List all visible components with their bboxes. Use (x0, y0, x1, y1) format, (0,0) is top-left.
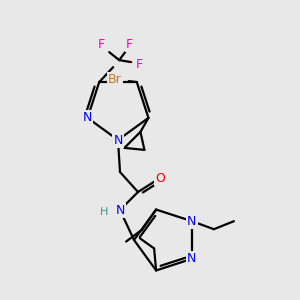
Text: N: N (83, 111, 92, 124)
Text: N: N (187, 252, 196, 265)
Text: N: N (115, 203, 125, 217)
Text: N: N (187, 215, 196, 228)
Text: F: F (136, 58, 143, 70)
Text: N: N (113, 134, 123, 146)
Text: F: F (98, 38, 105, 51)
Text: F: F (126, 38, 133, 51)
Text: O: O (155, 172, 165, 184)
Text: Br: Br (108, 73, 122, 85)
Text: H: H (100, 207, 108, 217)
